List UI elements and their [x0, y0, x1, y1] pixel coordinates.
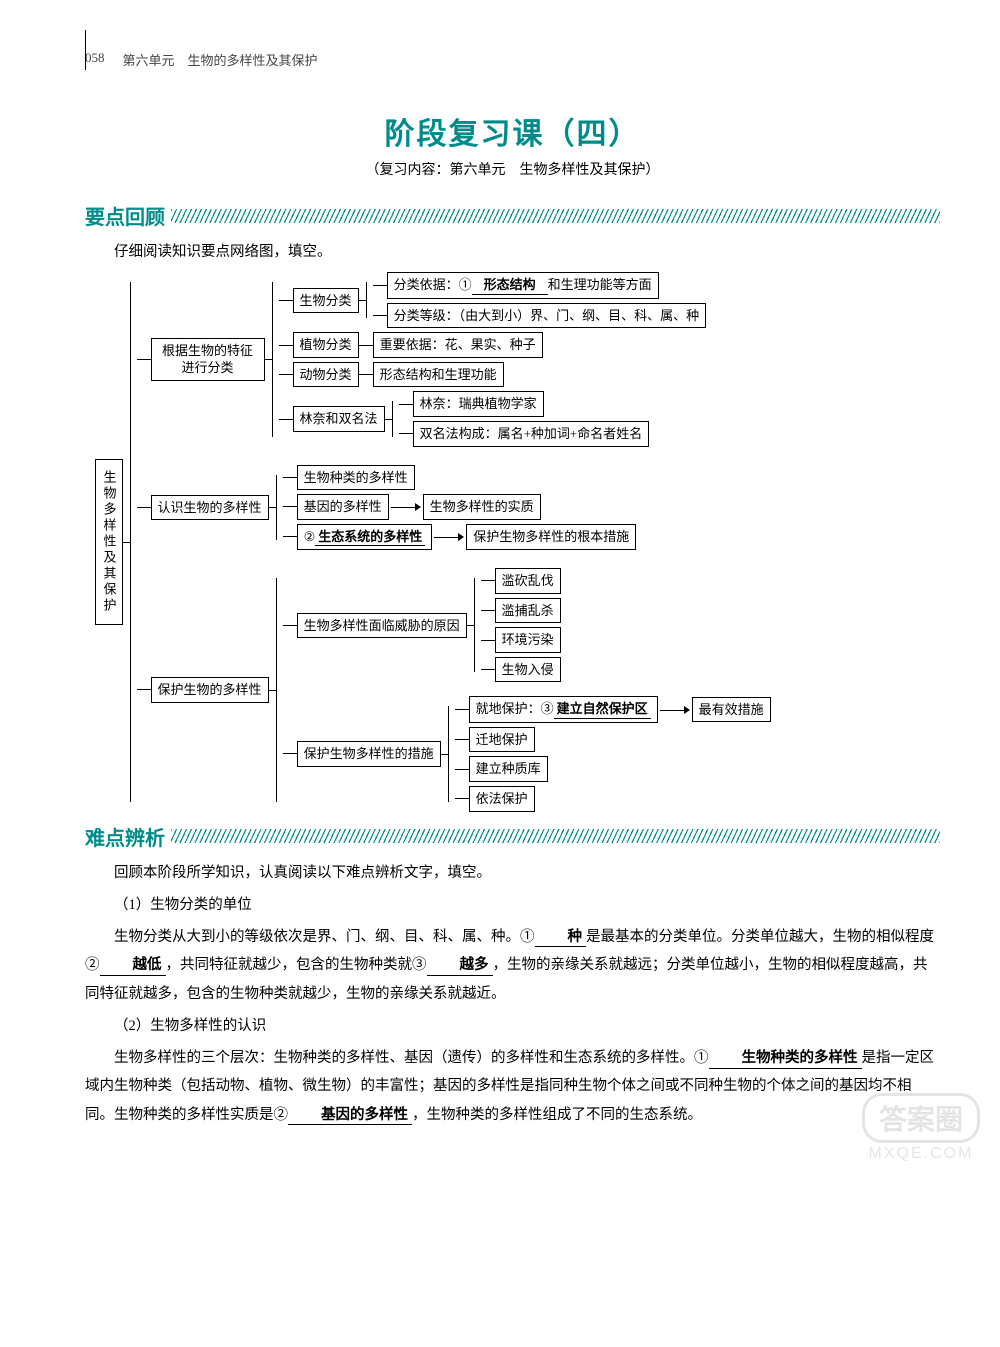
nd2-body: 生物多样性的三个层次：生物种类的多样性、基因（遗传）的多样性和生态系统的多样性。… [85, 1044, 940, 1129]
fill-blank: 基因的多样性 [288, 1107, 412, 1125]
tree-node: 根据生物的特征进行分类 [151, 338, 265, 381]
nd2-head: （2）生物多样性的认识 [85, 1012, 940, 1040]
arrow-icon [391, 502, 421, 512]
fill-blank: 生物种类的多样性 [709, 1050, 862, 1068]
tree-node: 生物多样性面临威胁的原因 [297, 613, 467, 639]
tree-leaf: 环境污染 [495, 627, 561, 653]
nd1-body: 生物分类从大到小的等级依次是界、门、纲、目、科、属、种。①种是最基本的分类单位。… [85, 923, 940, 1008]
tree-leaf: 生物种类的多样性 [297, 465, 415, 491]
tree-node: 生物分类 [293, 288, 359, 314]
unit-title: 第六单元 生物的多样性及其保护 [123, 50, 318, 69]
tree-joiner [123, 272, 137, 811]
tree-leaf: 分类等级：（由大到小）界、门、纲、目、科、属、种 [387, 303, 707, 329]
fill-blank: 建立自然保护区 [554, 700, 651, 719]
tree-leaf: 双名法构成：属名+种加词+命名者姓名 [413, 421, 650, 447]
tree-branch: 保护生物的多样性 生物多样性面临威胁的原因 滥砍乱伐 滥捕乱杀 环境污染 [137, 568, 771, 811]
tree-leaf: 林奈：瑞典植物学家 [413, 391, 544, 417]
tree-node: 林奈和双名法 [293, 406, 385, 432]
left-rule [85, 30, 86, 70]
page-title: 阶段复习课（四） [85, 109, 940, 153]
fill-blank: 种 [535, 929, 587, 947]
tree-node: 动物分类 [293, 362, 359, 388]
tree-leaf: 保护生物多样性的根本措施 [466, 524, 636, 550]
tree-node: 植物分类 [293, 332, 359, 358]
tree-leaf: 滥捕乱杀 [495, 598, 561, 624]
tree-leaf: 基因的多样性 [297, 494, 389, 520]
tree-leaf: 最有效措施 [692, 697, 771, 723]
tree-node: 认识生物的多样性 [151, 495, 269, 521]
watermark-top: 答案圈 [862, 1093, 980, 1143]
section2-head: 难点辨析 [85, 822, 940, 851]
tree-leaf: 迁地保护 [469, 727, 535, 753]
tree-node: 保护生物的多样性 [151, 677, 269, 703]
hatch-icon [171, 209, 940, 223]
fill-blank: 越多 [427, 957, 493, 975]
page-number: 058 [85, 50, 105, 69]
tree-leaf: 形态结构和生理功能 [373, 362, 504, 388]
section1-label: 要点回顾 [85, 201, 165, 230]
tree-root: 生物多样性及其保护 [95, 459, 123, 625]
s2-intro: 回顾本阶段所学知识，认真阅读以下难点辨析文字，填空。 [85, 859, 940, 887]
tree-leaf: 就地保护：③建立自然保护区 [469, 696, 658, 723]
tree-leaf: 分类依据：①形态结构和生理功能等方面 [387, 272, 659, 299]
concept-tree: 生物多样性及其保护 根据生物的特征进行分类 生物分类 [95, 272, 940, 811]
hatch-icon [171, 829, 940, 843]
fill-blank: 越低 [100, 957, 166, 975]
fill-blank: 形态结构 [472, 276, 548, 295]
arrow-icon [434, 532, 464, 542]
s1-intro: 仔细阅读知识要点网络图，填空。 [85, 238, 940, 266]
tree-leaf: 滥砍乱伐 [495, 568, 561, 594]
tree-leaf: ②生态系统的多样性 [297, 524, 433, 551]
page-subtitle: （复习内容：第六单元 生物多样性及其保护） [85, 159, 940, 179]
tree-branch: 认识生物的多样性 生物种类的多样性 基因的多样性 生物多样性的实质 [137, 465, 771, 551]
arrow-icon [660, 705, 690, 715]
tree-leaf: 重要依据：花、果实、种子 [373, 332, 543, 358]
tree-leaf: 建立种质库 [469, 756, 548, 782]
nd1-head: （1）生物分类的单位 [85, 891, 940, 919]
fill-blank: 生态系统的多样性 [315, 528, 425, 547]
page: 058 第六单元 生物的多样性及其保护 阶段复习课（四） （复习内容：第六单元 … [0, 0, 1000, 1173]
tree-node: 保护生物多样性的措施 [297, 741, 441, 767]
watermark-bottom: MXQE.COM [862, 1145, 980, 1163]
tree-leaf: 生物多样性的实质 [423, 494, 541, 520]
section2-label: 难点辨析 [85, 822, 165, 851]
tree-leaf: 依法保护 [469, 786, 535, 812]
running-header: 058 第六单元 生物的多样性及其保护 [85, 50, 940, 69]
tree-branch: 根据生物的特征进行分类 生物分类 分 [137, 272, 771, 446]
tree-leaf: 生物入侵 [495, 657, 561, 683]
watermark: 答案圈 MXQE.COM [862, 1093, 980, 1163]
section1-head: 要点回顾 [85, 201, 940, 230]
